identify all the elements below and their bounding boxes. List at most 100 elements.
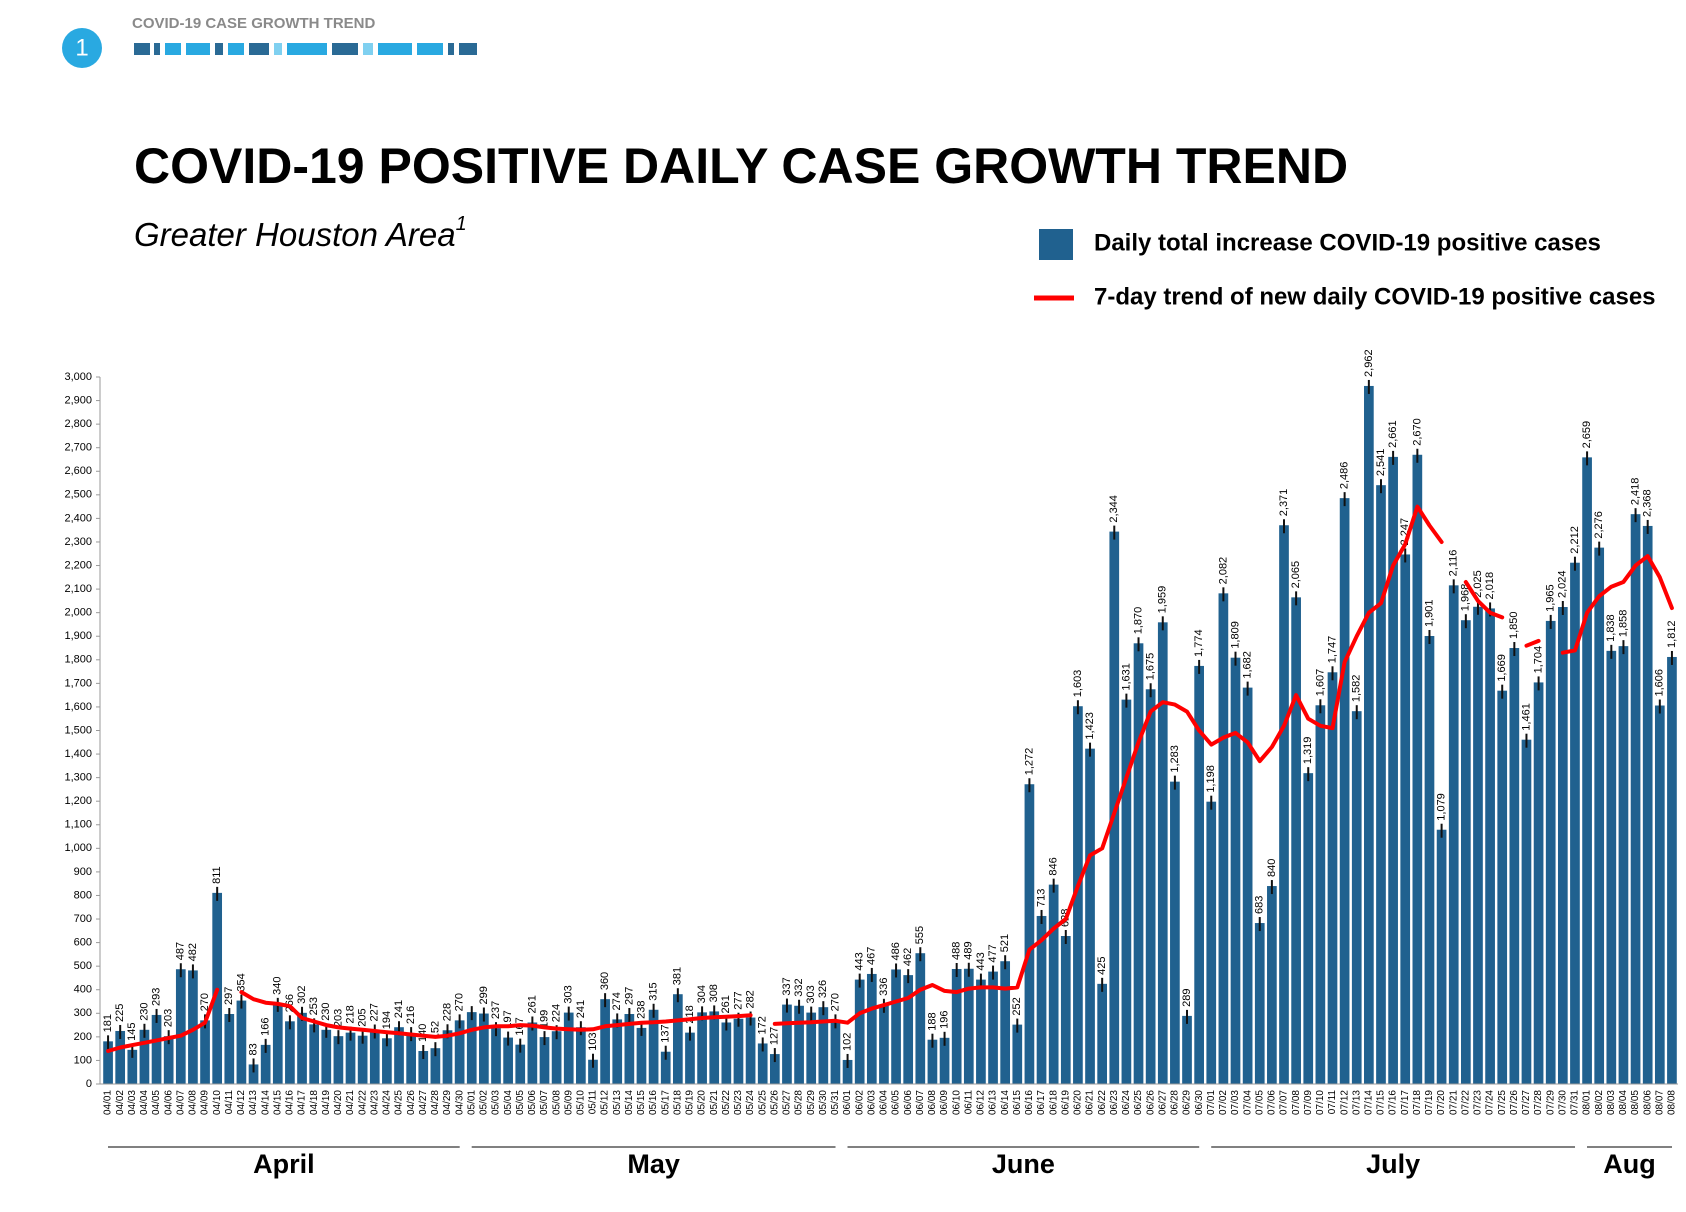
y-tick-label: 2,900 [64, 394, 92, 406]
x-tick-label: 05/16 [648, 1090, 659, 1115]
x-tick-label: 04/03 [127, 1090, 138, 1115]
x-tick-label: 04/14 [260, 1090, 271, 1115]
bar [1448, 585, 1459, 1084]
value-label: 1,704 [1532, 646, 1544, 674]
value-label: 270 [454, 993, 466, 1011]
value-label: 228 [441, 1003, 453, 1021]
bar [418, 1051, 429, 1084]
bar [842, 1059, 853, 1084]
value-label: 1,606 [1654, 669, 1666, 697]
x-tick-label: 08/05 [1630, 1090, 1641, 1115]
value-label: 1,774 [1193, 629, 1205, 657]
x-tick-label: 05/18 [672, 1090, 683, 1115]
value-label: 1,747 [1326, 636, 1338, 664]
y-tick-label: 2,100 [64, 583, 92, 595]
value-label: 340 [272, 977, 284, 995]
value-label: 188 [926, 1012, 938, 1030]
x-tick-label: 07/17 [1400, 1090, 1411, 1115]
bar [539, 1037, 550, 1084]
x-tick-label: 05/19 [685, 1090, 696, 1115]
value-label: 1,850 [1508, 611, 1520, 639]
bar [309, 1024, 320, 1084]
value-label: 2,661 [1387, 420, 1399, 448]
value-label: 83 [247, 1043, 259, 1055]
y-tick-label: 2,000 [64, 607, 92, 619]
bar [163, 1036, 174, 1084]
value-label: 489 [963, 941, 975, 959]
x-tick-label: 05/13 [612, 1090, 623, 1115]
x-tick-label: 07/08 [1291, 1090, 1302, 1115]
value-label: 467 [866, 947, 878, 965]
bar [1594, 547, 1605, 1084]
x-tick-label: 05/10 [576, 1090, 587, 1115]
x-tick-label: 05/03 [491, 1090, 502, 1115]
x-tick-label: 06/02 [854, 1090, 865, 1115]
bar [782, 1004, 792, 1084]
value-label: 2,368 [1642, 489, 1654, 517]
x-tick-label: 05/02 [479, 1090, 490, 1115]
x-tick-label: 06/08 [927, 1090, 938, 1115]
x-tick-label: 08/07 [1654, 1090, 1665, 1115]
bar [600, 999, 610, 1084]
bar [466, 1012, 477, 1084]
bar [721, 1022, 732, 1084]
y-tick-label: 2,600 [64, 465, 92, 477]
x-tick-label: 07/14 [1364, 1090, 1375, 1115]
subtitle-text: Greater Houston Area [134, 216, 456, 253]
bar [321, 1029, 332, 1084]
x-tick-label: 05/04 [503, 1090, 514, 1115]
bar [806, 1012, 817, 1084]
bar [879, 1004, 889, 1084]
bar [988, 971, 998, 1084]
value-label: 2,344 [1108, 495, 1120, 523]
value-label: 1,603 [1072, 670, 1084, 698]
value-label: 2,018 [1484, 572, 1496, 600]
bar [272, 1003, 283, 1084]
chart-subtitle: Greater Houston Area1 [134, 213, 467, 252]
bar [1388, 456, 1398, 1084]
bar [1473, 606, 1483, 1084]
x-tick-label: 05/08 [551, 1090, 562, 1115]
value-label: 354 [235, 973, 247, 991]
value-label: 241 [575, 1000, 587, 1018]
value-label: 203 [332, 1009, 344, 1027]
bar [1218, 593, 1229, 1084]
month-label: Aug [1603, 1149, 1655, 1179]
value-label: 270 [199, 993, 211, 1011]
value-label: 1,272 [1023, 748, 1035, 776]
value-label: 230 [138, 1002, 150, 1020]
value-label: 2,962 [1363, 349, 1375, 377]
value-label: 846 [1048, 857, 1060, 875]
x-tick-label: 04/04 [139, 1090, 150, 1115]
value-label: 194 [381, 1011, 393, 1029]
x-tick-label: 07/05 [1254, 1090, 1265, 1115]
x-tick-label: 07/30 [1557, 1090, 1568, 1115]
bar [479, 1013, 489, 1084]
bar [382, 1038, 392, 1084]
value-label: 1,901 [1423, 599, 1435, 627]
bar [1533, 682, 1544, 1084]
value-label: 166 [260, 1018, 272, 1036]
y-tick-label: 0 [86, 1078, 92, 1090]
bar [357, 1035, 368, 1084]
x-tick-label: 05/31 [830, 1090, 841, 1115]
x-tick-label: 07/21 [1448, 1090, 1459, 1115]
month-label: April [253, 1149, 315, 1179]
bar [103, 1041, 113, 1084]
x-tick-label: 07/04 [1242, 1090, 1253, 1115]
bar [1436, 829, 1447, 1084]
y-tick-label: 3,000 [64, 371, 92, 383]
x-tick-label: 05/23 [733, 1090, 744, 1115]
value-label: 462 [902, 948, 914, 966]
bar [551, 1031, 562, 1084]
decorative-strip [134, 43, 477, 55]
value-label: 270 [829, 993, 841, 1011]
value-label: 261 [720, 995, 732, 1013]
value-label: 443 [854, 952, 866, 970]
bar [127, 1049, 138, 1084]
section-badge [62, 28, 102, 68]
x-tick-label: 06/15 [1012, 1090, 1023, 1115]
bar [1206, 801, 1217, 1084]
bar [1485, 608, 1495, 1084]
x-tick-label: 07/22 [1460, 1090, 1471, 1115]
